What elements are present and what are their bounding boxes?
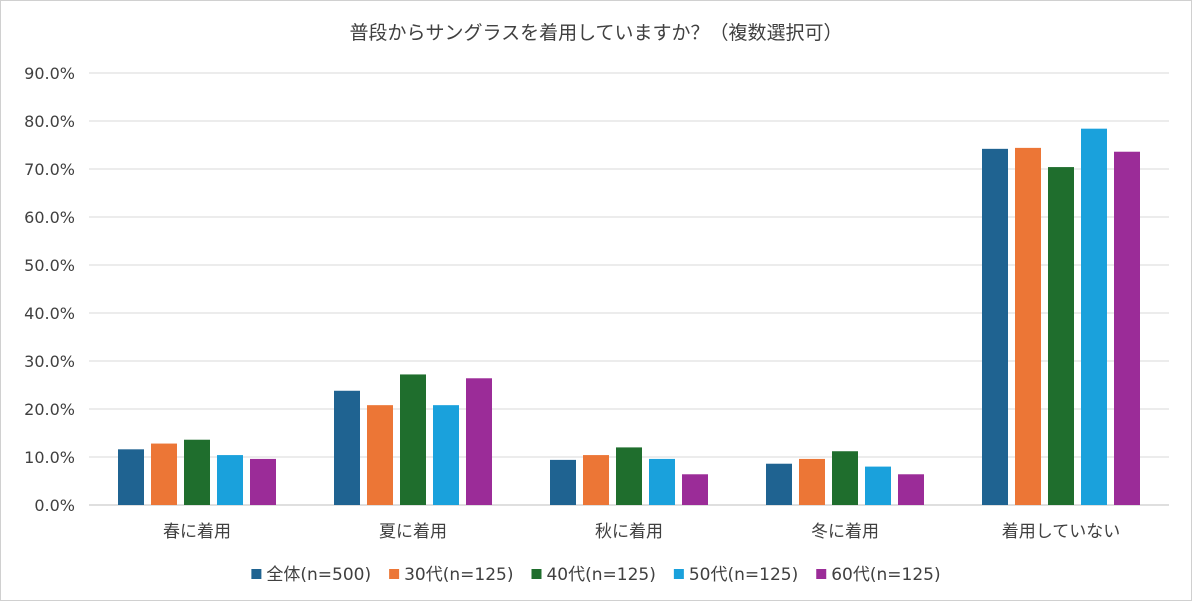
x-category-label: 春に着用 [163,522,231,542]
legend-label: 50代(n=125) [689,565,798,585]
x-category-label: 夏に着用 [379,522,447,542]
y-tick-label: 40.0% [24,304,75,323]
legend-label: 30代(n=125) [404,565,513,585]
y-tick-label: 70.0% [24,160,75,179]
legend-swatch [251,569,262,579]
bar [1048,167,1074,505]
y-tick-label: 20.0% [24,400,75,419]
legend-label: 60代(n=125) [831,565,940,585]
legend-swatch [816,569,827,579]
bar [367,405,393,505]
x-category-label: 冬に着用 [811,522,879,542]
y-tick-label: 10.0% [24,448,75,467]
bar [766,463,792,505]
bar [400,374,426,505]
bar [151,443,177,505]
bar [682,474,708,505]
bar [118,449,144,505]
legend-swatch [673,569,684,579]
bar [250,458,276,505]
bar [1015,147,1041,505]
bar [649,458,675,505]
y-tick-label: 80.0% [24,112,75,131]
bars [118,128,1140,505]
y-tick-label: 90.0% [24,64,75,83]
bar [832,451,858,505]
bar [334,390,360,505]
chart-title: 普段からサングラスを着用していますか？（複数選択可） [349,22,842,44]
bar [217,455,243,505]
gridlines [89,72,1169,506]
bar [865,466,891,505]
legend-swatch [389,569,400,579]
y-tick-label: 30.0% [24,352,75,371]
bar [1114,151,1140,505]
y-tick-label: 0.0% [34,496,75,515]
legend-label: 40代(n=125) [546,565,655,585]
y-tick-label: 60.0% [24,208,75,227]
bar [616,447,642,505]
bar [799,458,825,505]
legend-label: 全体(n=500) [266,565,371,585]
y-tick-label: 50.0% [24,256,75,275]
bar [982,148,1008,505]
bar [583,455,609,505]
bar [898,474,924,505]
y-axis-ticks: 0.0% 10.0% 20.0% 30.0% 40.0% 50.0% 60.0% 70.0% 8… [24,64,75,515]
legend-swatch [531,569,542,579]
x-axis-categories: 春に着用 夏に着用 秋に着用 冬に着用 着用していない [163,522,1120,542]
x-category-label: 着用していない [1002,522,1121,542]
legend: 全体(n=500) 30代(n=125) 40代(n=125) 50代(n=125) 6… [251,565,941,585]
x-category-label: 秋に着用 [595,522,663,542]
bar [466,378,492,505]
bar [433,405,459,505]
bar [184,439,210,505]
bar [1081,128,1107,505]
bar [550,459,576,505]
